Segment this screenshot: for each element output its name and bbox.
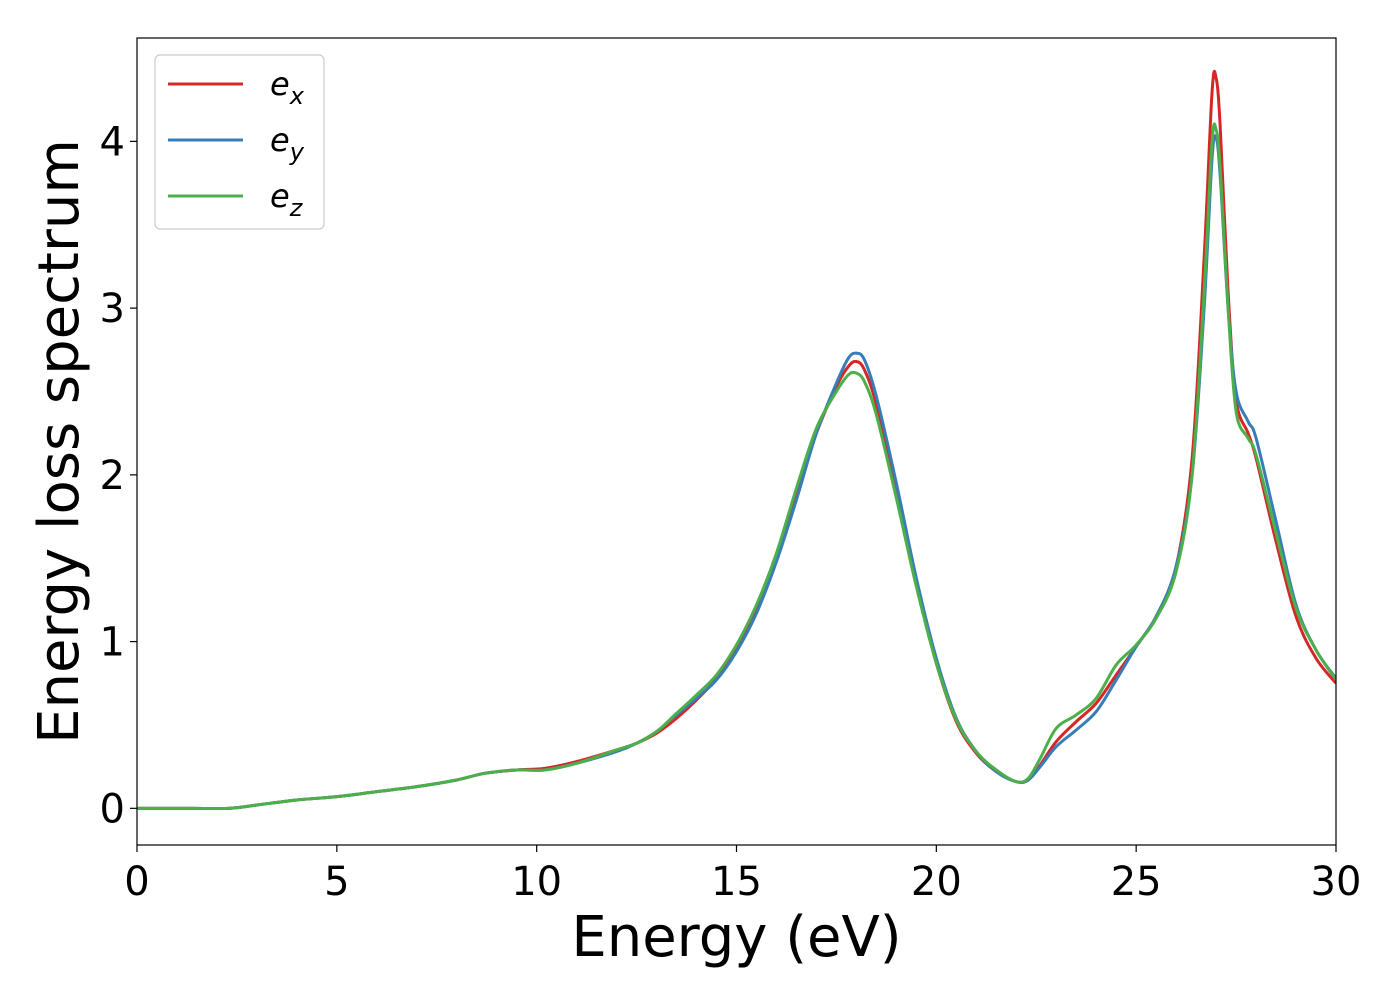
legend-label-ey: ey <box>270 121 305 166</box>
legend-box <box>154 54 325 230</box>
y-tick-label: 4 <box>100 119 125 165</box>
series-line-ez <box>137 122 1336 811</box>
y-axis-title: Energy loss spectrum <box>27 139 92 744</box>
series-lines <box>137 69 1336 811</box>
y-tick-label: 3 <box>100 286 125 332</box>
x-tick-label: 5 <box>324 859 349 905</box>
x-tick-label: 15 <box>711 859 762 905</box>
x-axis-title: Energy (eV) <box>571 905 901 970</box>
legend-label-ez: ez <box>270 177 304 222</box>
x-tick-label: 0 <box>124 859 149 905</box>
series-line-ey <box>137 134 1336 811</box>
y-axis-ticks: 0 1 2 3 4 <box>100 119 137 832</box>
legend: ex ey ez <box>154 54 325 230</box>
x-tick-label: 25 <box>1111 859 1162 905</box>
y-tick-label: 0 <box>100 786 125 832</box>
x-tick-label: 30 <box>1311 859 1362 905</box>
x-axis-ticks: 0 5 10 15 20 25 30 <box>124 845 1361 905</box>
x-tick-label: 20 <box>911 859 962 905</box>
y-tick-label: 2 <box>100 453 125 499</box>
x-tick-label: 10 <box>511 859 562 905</box>
legend-label-ex: ex <box>270 65 305 110</box>
y-tick-label: 1 <box>100 620 125 666</box>
